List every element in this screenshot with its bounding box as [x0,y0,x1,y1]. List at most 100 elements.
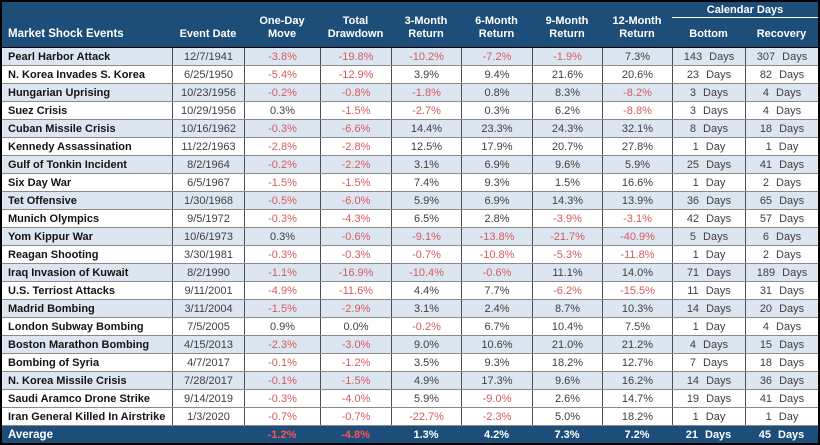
total-drawdown-cell: -1.2% [320,354,391,371]
9-month-return-cell: 18.2% [532,354,602,371]
total-drawdown-cell: -3.0% [320,336,391,353]
12-month-return-cell: 7.3% [602,48,672,65]
9-month-return-cell: 9.6% [532,372,602,389]
total-drawdown-cell: -0.3% [320,246,391,263]
table-row: Iraq Invasion of Kuwait 8/2/1990 -1.1% -… [2,264,818,282]
6-month-return-cell: 2.8% [461,210,532,227]
event-date-cell: 9/14/2019 [172,390,244,407]
event-name-cell: Bombing of Syria [8,356,100,369]
average-3-month-return: 1.3% [413,428,439,441]
3-month-return-cell: 4.4% [391,282,461,299]
6-month-return-cell: 9.3% [461,354,532,371]
header-calendar-days-label: Calendar Days [672,2,818,18]
event-name-cell: Yom Kippur War [8,230,93,243]
9-month-return-cell: 9.6% [532,156,602,173]
one-day-move-cell: -2.3% [244,336,320,353]
bottom-days-cell: 11 Days [672,282,745,299]
9-month-return-cell: 6.2% [532,102,602,119]
3-month-return-cell: 4.9% [391,372,461,389]
3-month-return-cell: 3.1% [391,156,461,173]
12-month-return-cell: 21.2% [602,336,672,353]
9-month-return-cell: 8.3% [532,84,602,101]
event-name-cell: N. Korea Missile Crisis [8,374,127,387]
bottom-days-cell: 143 Days [672,48,745,65]
event-name-cell: U.S. Terriost Attacks [8,284,115,297]
event-date-cell: 7/28/2017 [172,372,244,389]
average-9-month-return: 7.3% [554,428,580,441]
bottom-days-cell: 71 Days [672,264,745,281]
event-name-cell: Hungarian Uprising [8,86,111,99]
9-month-return-cell: 2.6% [532,390,602,407]
header-total-drawdown-col: Total Drawdown [327,15,384,40]
recovery-days-cell: 65 Days [745,192,818,209]
total-drawdown-cell: -11.6% [320,282,391,299]
12-month-return-cell: 20.6% [602,66,672,83]
6-month-return-cell: -2.3% [461,408,532,425]
6-month-return-cell: 17.9% [461,138,532,155]
header-event-label: Market Shock Events [8,28,124,40]
header-12-month-return-col: 12-Month Return [612,15,662,40]
table-row: Hungarian Uprising 10/23/1956 -0.2% -0.8… [2,84,818,102]
3-month-return-cell: 14.4% [391,120,461,137]
12-month-return-cell: 32.1% [602,120,672,137]
average-one-day-move: -1.2% [267,428,297,441]
table-row: Boston Marathon Bombing 4/15/2013 -2.3% … [2,336,818,354]
recovery-days-cell: 4 Days [745,102,818,119]
event-name-cell: N. Korea Invades S. Korea [8,68,145,81]
6-month-return-cell: 9.3% [461,174,532,191]
3-month-return-cell: 3.1% [391,300,461,317]
3-month-return-cell: -9.1% [391,228,461,245]
bottom-days-cell: 14 Days [672,372,745,389]
one-day-move-cell: -0.5% [244,192,320,209]
total-drawdown-cell: -19.8% [320,48,391,65]
3-month-return-cell: 5.9% [391,192,461,209]
3-month-return-cell: 12.5% [391,138,461,155]
9-month-return-cell: -1.9% [532,48,602,65]
header-recovery-col: Recovery [756,28,807,40]
average-12-month-return: 7.2% [624,428,650,441]
recovery-days-cell: 4 Days [745,84,818,101]
total-drawdown-cell: 0.0% [320,318,391,335]
table-row: Gulf of Tonkin Incident 8/2/1964 -0.2% -… [2,156,818,174]
event-date-cell: 6/25/1950 [172,66,244,83]
header-event-col: Market Shock Events [2,2,172,47]
6-month-return-cell: 6.9% [461,156,532,173]
table-row: Yom Kippur War 10/6/1973 0.3% -0.6% -9.1… [2,228,818,246]
6-month-return-cell: 0.8% [461,84,532,101]
event-date-cell: 3/30/1981 [172,246,244,263]
recovery-days-cell: 189 Days [745,264,818,281]
event-name-cell: Iran General Killed In Airstrike [8,410,166,423]
total-drawdown-cell: -0.8% [320,84,391,101]
table-row: Bombing of Syria 4/7/2017 -0.1% -1.2% 3.… [2,354,818,372]
bottom-days-cell: 14 Days [672,300,745,317]
9-month-return-cell: 1.5% [532,174,602,191]
bottom-days-cell: 3 Days [672,84,745,101]
12-month-return-cell: 27.8% [602,138,672,155]
3-month-return-cell: -22.7% [391,408,461,425]
event-date-cell: 4/7/2017 [172,354,244,371]
6-month-return-cell: 17.3% [461,372,532,389]
bottom-days-cell: 25 Days [672,156,745,173]
3-month-return-cell: 3.5% [391,354,461,371]
3-month-return-cell: -0.7% [391,246,461,263]
bottom-days-cell: 8 Days [672,120,745,137]
6-month-return-cell: 6.7% [461,318,532,335]
9-month-return-cell: -3.9% [532,210,602,227]
total-drawdown-cell: -2.8% [320,138,391,155]
one-day-move-cell: -4.9% [244,282,320,299]
header-6-month-return-col: 6-Month Return [475,15,518,40]
header-9-month-return-col: 9-Month Return [545,15,589,40]
event-name-cell: Iraq Invasion of Kuwait [8,266,129,279]
9-month-return-cell: 5.0% [532,408,602,425]
6-month-return-cell: 10.6% [461,336,532,353]
event-date-cell: 12/7/1941 [172,48,244,65]
total-drawdown-cell: -1.5% [320,372,391,389]
12-month-return-cell: 14.0% [602,264,672,281]
12-month-return-cell: -8.2% [602,84,672,101]
event-date-cell: 1/3/2020 [172,408,244,425]
one-day-move-cell: -1.1% [244,264,320,281]
bottom-days-cell: 42 Days [672,210,745,227]
event-date-cell: 7/5/2005 [172,318,244,335]
3-month-return-cell: -1.8% [391,84,461,101]
total-drawdown-cell: -1.5% [320,102,391,119]
